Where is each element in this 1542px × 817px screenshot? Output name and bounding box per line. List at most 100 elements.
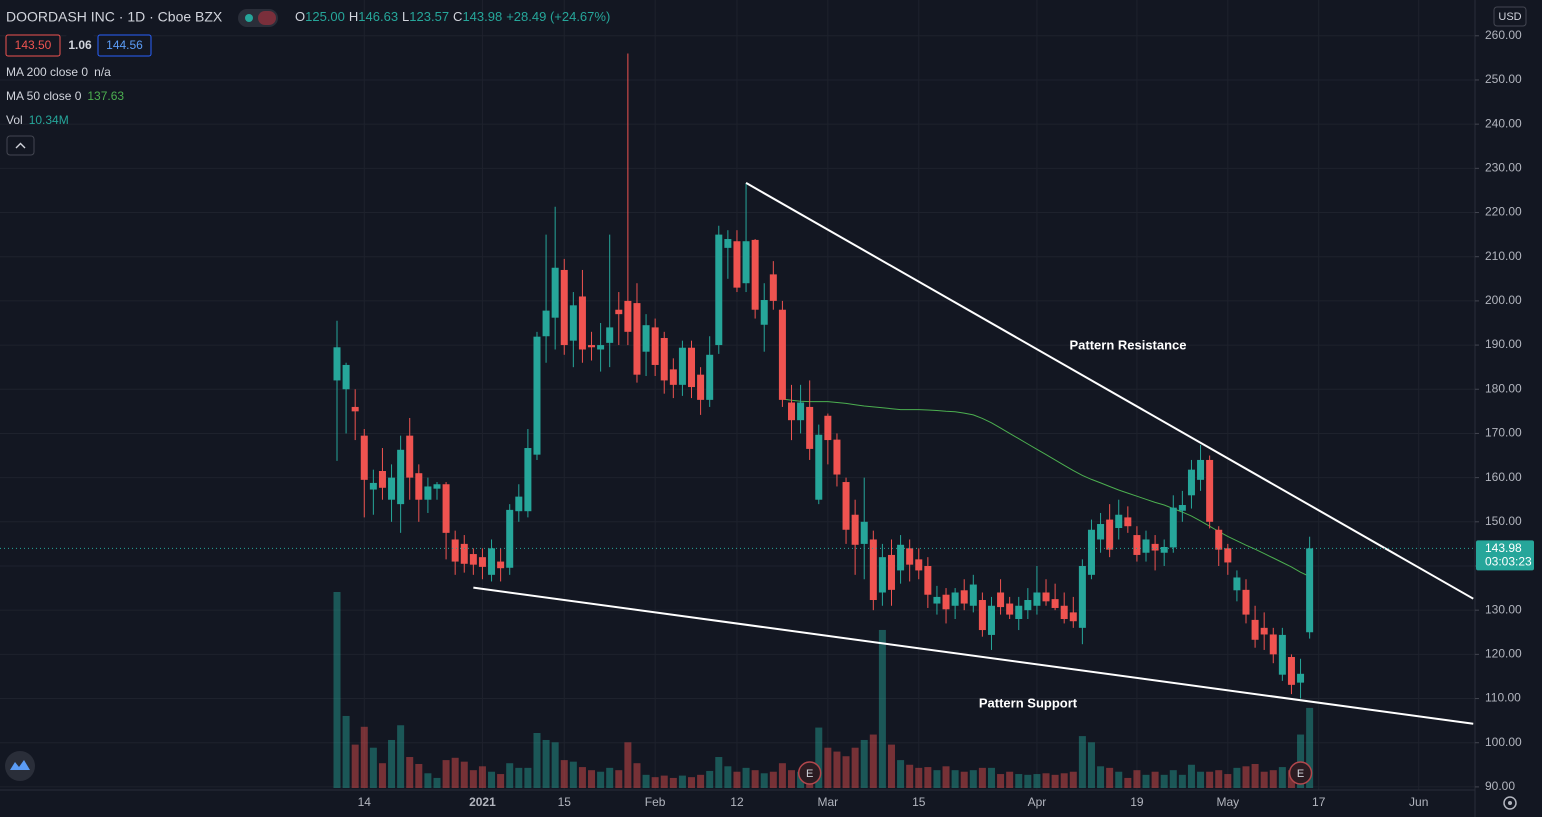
settings-icon-center — [1508, 801, 1512, 805]
earnings-marker — [797, 761, 822, 785]
volume-bar — [997, 774, 1005, 788]
y-tick-label: 180.00 — [1485, 381, 1522, 395]
volume-bar — [506, 763, 514, 788]
candle-body — [1051, 599, 1059, 608]
y-tick-label: 100.00 — [1485, 735, 1522, 749]
volume-bar — [897, 760, 905, 788]
collapse-button[interactable] — [6, 135, 35, 156]
candle-body — [378, 470, 386, 488]
volume-bar — [924, 767, 932, 788]
candle-body — [942, 594, 950, 610]
candle-body — [1060, 605, 1068, 620]
y-tick-label: 220.00 — [1485, 205, 1522, 219]
volume-bar — [1060, 773, 1068, 788]
y-tick-label: 210.00 — [1485, 249, 1522, 263]
volume-bar — [497, 774, 505, 788]
countdown-label: 03:03:23 — [1485, 555, 1532, 569]
x-tick-label: 12 — [730, 795, 744, 809]
candle-body — [578, 296, 586, 350]
settings-icon[interactable] — [1503, 796, 1517, 810]
candle-body — [697, 374, 705, 400]
candle-body — [1197, 459, 1205, 480]
x-tick-label: 14 — [358, 795, 372, 809]
x-tick-label: 15 — [558, 795, 572, 809]
volume-bar — [733, 771, 741, 788]
candle-body — [333, 347, 341, 381]
candle-body — [488, 548, 496, 575]
candle-body — [978, 600, 986, 631]
volume-bar — [1178, 774, 1186, 788]
last-price-label: 143.98 — [1485, 541, 1522, 555]
trendline-label: Pattern Resistance — [1069, 337, 1186, 352]
volume-bar — [1242, 766, 1250, 788]
candle-body — [533, 336, 541, 455]
candle-body — [442, 484, 450, 533]
volume-bar — [1215, 770, 1223, 788]
volume-bar — [1306, 707, 1314, 788]
volume-bar — [1206, 771, 1214, 788]
candle-body — [688, 347, 696, 388]
ohlc-value: 143.98 — [462, 9, 502, 24]
indicator-name: MA 200 close 0 — [6, 65, 88, 79]
earnings-marker — [1288, 761, 1313, 785]
indicator-value: n/a — [94, 65, 111, 79]
volume-bar — [551, 742, 559, 788]
y-tick-label: 260.00 — [1485, 28, 1522, 42]
candle-body — [1106, 519, 1114, 550]
y-tick-label: 250.00 — [1485, 72, 1522, 86]
candle-body — [615, 309, 623, 315]
ohlc-value: 123.57 — [409, 9, 449, 24]
y-tick-label: 200.00 — [1485, 293, 1522, 307]
candle-body — [642, 325, 650, 352]
volume-bar — [378, 763, 386, 788]
candle-body — [651, 327, 659, 365]
ohlc-key: C — [453, 9, 462, 24]
settings[interactable] — [1503, 796, 1517, 810]
candle-body — [987, 605, 995, 635]
ohlc-key: H — [349, 9, 358, 24]
volume-bar — [1224, 774, 1232, 788]
volume-bar — [615, 770, 623, 788]
indicator-name: MA 50 close 0 — [6, 89, 82, 103]
trendline-label: Pattern Support — [979, 695, 1078, 710]
y-tick-label: 110.00 — [1485, 691, 1521, 705]
volume-bar — [433, 777, 441, 788]
indicator-legend: Vol 10.34M — [6, 113, 69, 127]
volume-bar — [669, 777, 677, 788]
volume-bar — [833, 751, 841, 788]
x-tick-label: Feb — [645, 795, 666, 809]
price-badge — [5, 34, 61, 57]
volume-bar — [360, 726, 368, 788]
volume-bar — [342, 715, 350, 788]
volume-bar — [842, 756, 850, 788]
x-tick-label: Jun — [1409, 795, 1428, 809]
volume-bar — [906, 764, 914, 788]
volume-bar — [488, 771, 496, 788]
candle-body — [469, 554, 477, 565]
volume-bar — [697, 774, 705, 788]
candle-body — [842, 482, 850, 530]
candle-body — [1269, 634, 1277, 655]
volume-bar — [1087, 742, 1095, 788]
y-tick-label: 190.00 — [1485, 337, 1522, 351]
volume-bar — [688, 777, 696, 788]
price-badge-label: 1.06 — [68, 38, 92, 52]
candle-body — [1169, 507, 1177, 548]
volume-bar — [851, 747, 859, 788]
candle-body — [406, 435, 414, 478]
candle-body — [1242, 589, 1250, 615]
volume-bar — [724, 766, 732, 788]
volume-bar — [1169, 770, 1177, 788]
volume-bar — [715, 757, 723, 788]
y-tick-label: 240.00 — [1485, 116, 1522, 130]
candle-body — [1278, 634, 1286, 675]
candle-body — [724, 239, 732, 248]
y-tick-label: 90.00 — [1485, 779, 1515, 793]
candle-body — [1178, 505, 1186, 511]
candle-body — [597, 345, 605, 350]
candle-body — [915, 559, 923, 571]
candle-body — [1260, 627, 1268, 635]
candle-body — [833, 439, 841, 475]
candle-body — [478, 557, 486, 567]
